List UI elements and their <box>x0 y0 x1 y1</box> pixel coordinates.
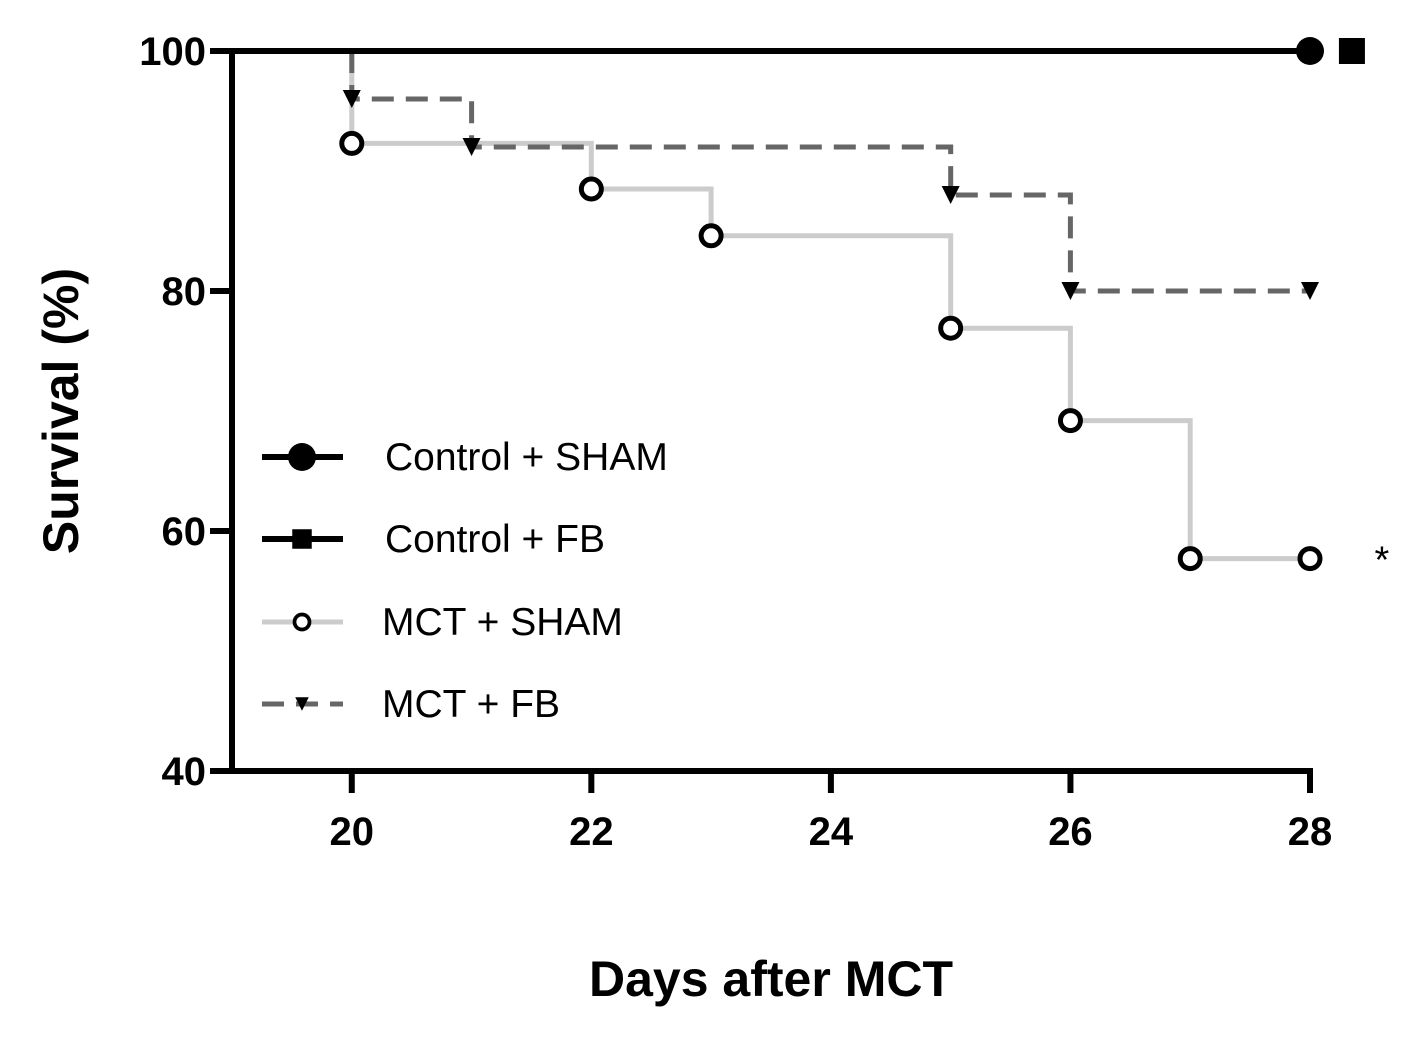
legend-label: Control + FB <box>385 518 605 561</box>
legend-marker <box>292 529 312 549</box>
series-line <box>349 51 1310 562</box>
series-1 <box>232 38 1365 64</box>
data-point <box>1177 546 1203 572</box>
legend-marker <box>288 443 316 471</box>
y-tick-label: 60 <box>162 510 207 554</box>
data-point <box>578 176 604 202</box>
series-3 <box>342 51 1319 300</box>
x-tick-label: 26 <box>1048 810 1093 854</box>
data-point <box>1338 38 1365 64</box>
y-axis-title: Survival (%) <box>33 268 89 554</box>
y-tick-label: 40 <box>162 750 207 794</box>
x-axis-title: Days after MCT <box>589 951 953 1007</box>
legend-marker <box>292 612 312 632</box>
data-point <box>938 315 964 341</box>
legend-item: MCT + FB <box>262 683 560 726</box>
legend-label: MCT + FB <box>382 683 560 726</box>
data-point <box>462 138 481 156</box>
data-point <box>342 90 361 108</box>
x-tick-label: 28 <box>1288 810 1333 854</box>
legend-label: MCT + SHAM <box>382 601 623 644</box>
legend-item: Control + SHAM <box>262 436 668 479</box>
significance-annotation: * <box>1374 540 1389 582</box>
data-point <box>698 223 724 249</box>
series-2 <box>339 51 1323 572</box>
series-layer <box>232 37 1365 572</box>
data-point <box>1061 282 1080 300</box>
legend-item: Control + FB <box>262 518 605 561</box>
data-point <box>1057 408 1083 434</box>
data-point <box>941 186 960 204</box>
y-tick-label: 100 <box>139 30 206 74</box>
data-point <box>1297 546 1323 572</box>
legend-label: Control + SHAM <box>385 436 668 479</box>
y-tick-label: 80 <box>162 270 207 314</box>
legend: Control + SHAM Control + FB MCT + SHAM MCT … <box>262 436 668 726</box>
axes-layer: 40 60 80 100 20 22 24 26 28 * <box>139 30 1389 854</box>
x-tick-label: 20 <box>330 810 375 854</box>
x-tick-label: 22 <box>569 810 614 854</box>
legend-item: MCT + SHAM <box>262 601 623 644</box>
data-point <box>339 130 365 156</box>
legend-marker <box>295 697 309 711</box>
series-line <box>349 51 1310 294</box>
x-tick-label: 24 <box>809 810 854 854</box>
data-point <box>1301 282 1319 300</box>
